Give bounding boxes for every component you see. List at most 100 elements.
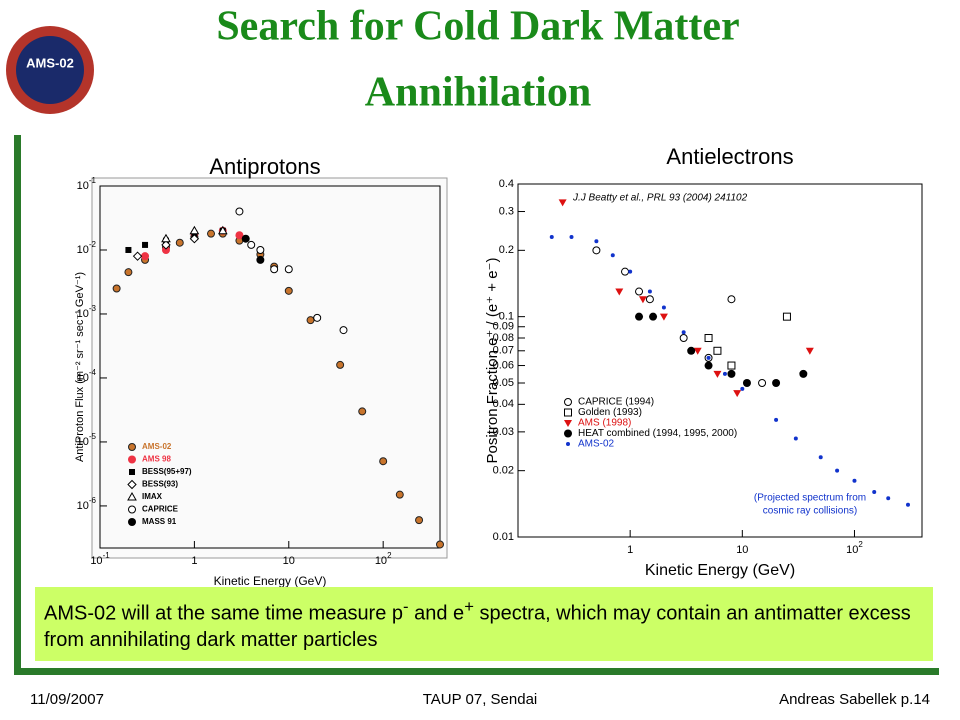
legend-label: IMAX (142, 492, 163, 501)
text: + (464, 597, 474, 616)
tick-label-base: 10 (77, 500, 89, 512)
point (128, 518, 136, 526)
text: AMS-02 will at the same time measure p (44, 602, 404, 625)
tick-label: 0.08 (493, 332, 514, 344)
legend-label: AMS-02 (142, 442, 172, 451)
tick-label: 0.1 (499, 311, 514, 323)
logo-center (16, 36, 84, 104)
tick-label: 10-4 (77, 368, 97, 384)
tick-label: 0.01 (493, 531, 514, 543)
point (564, 398, 572, 406)
point (564, 408, 572, 417)
point (256, 245, 265, 254)
accent-bar (14, 668, 939, 675)
chart-title: Antiprotons (209, 154, 320, 179)
point (621, 267, 630, 276)
point (722, 371, 727, 376)
point (161, 245, 170, 254)
annotation: (Projected spectrum from (754, 493, 866, 504)
point (659, 313, 668, 321)
point (128, 443, 136, 451)
point (704, 334, 713, 343)
tick-label-exponent: 2 (858, 540, 863, 549)
point (339, 326, 348, 335)
point (635, 312, 644, 321)
tick-label: 10-5 (77, 432, 97, 448)
point (835, 468, 840, 473)
y-axis-label: Positron Fraction e⁺ / (e⁺ + e⁻) (484, 258, 501, 464)
tick-label-exponent: -1 (89, 176, 97, 185)
tick-label: 10 (283, 555, 295, 567)
point (235, 231, 244, 240)
tick-label-base: 10 (77, 180, 89, 192)
tick-label-exponent: -5 (89, 432, 97, 441)
annotation: J.J Beatty et al., PRL 93 (2004) 241102 (572, 193, 748, 204)
point (161, 240, 171, 250)
point (189, 225, 200, 235)
tick-label-base: 10 (90, 555, 102, 567)
plot-frame (517, 183, 923, 538)
point (207, 229, 216, 238)
point (415, 516, 424, 525)
tick-label: 10-1 (90, 551, 110, 567)
point (706, 355, 711, 360)
accent-bar (14, 135, 21, 675)
point (564, 429, 572, 438)
text: and e (408, 602, 465, 625)
point (782, 312, 791, 321)
tick-label-exponent: -3 (89, 304, 97, 313)
point (679, 334, 688, 343)
tick-label: 10-1 (77, 176, 97, 192)
point (125, 246, 132, 253)
tick-label: 10-2 (77, 240, 97, 256)
point (594, 239, 599, 244)
point (693, 347, 702, 355)
x-axis-label: Kinetic Energy (GeV) (214, 574, 327, 588)
tick-label: 102 (846, 540, 863, 556)
tick-label-base: 10 (77, 308, 89, 320)
tick-label-base: 10 (77, 244, 89, 256)
point (436, 540, 444, 549)
text: spectra, which may contain an antimatter… (44, 602, 911, 651)
point (645, 295, 654, 304)
point (610, 253, 615, 258)
point (306, 316, 315, 325)
tick-label-base: 10 (77, 436, 89, 448)
tick-label: 0.06 (493, 359, 514, 371)
legend-label: AMS 98 (142, 455, 171, 464)
tick-label: 0.2 (499, 244, 514, 256)
point (564, 420, 572, 427)
tick-label: 10-3 (77, 304, 97, 320)
legend-label: Golden (1993) (578, 407, 642, 418)
point (379, 457, 388, 466)
footer-event: TAUP 07, Sendai (423, 691, 538, 708)
point (758, 378, 767, 387)
point (284, 265, 293, 274)
point (638, 296, 647, 304)
tick-label: 0.09 (493, 321, 514, 333)
point (905, 502, 910, 507)
point (142, 241, 149, 248)
point (681, 330, 686, 335)
point (852, 478, 857, 483)
point (549, 234, 554, 239)
plot-panel (91, 177, 448, 559)
legend-label: HEAT combined (1994, 1995, 2000) (578, 428, 737, 439)
point (132, 251, 143, 261)
point (127, 479, 137, 490)
annotation: cosmic ray collisions) (763, 506, 857, 517)
tick-label-exponent: -1 (103, 551, 111, 560)
text: - (403, 597, 409, 616)
tick-label-base: 10 (375, 555, 387, 567)
tick-label: 10-6 (77, 496, 97, 512)
plot-frame (99, 185, 441, 549)
point (313, 313, 322, 322)
point (649, 312, 658, 321)
point (128, 455, 136, 464)
tick-label: 0.07 (493, 345, 514, 357)
point (566, 442, 570, 446)
point (358, 407, 367, 416)
point (127, 491, 137, 501)
point (799, 369, 808, 378)
